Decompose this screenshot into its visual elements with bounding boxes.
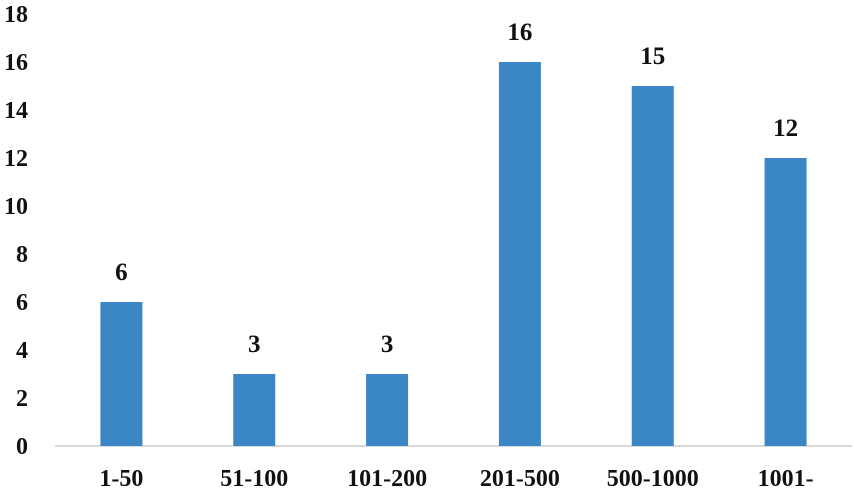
bars [100, 62, 807, 446]
y-tick-label: 18 [4, 2, 28, 28]
bar-data-label: 16 [507, 19, 532, 46]
y-tick-label: 16 [4, 50, 28, 76]
data-labels: 6 3 3 16 15 12 [115, 19, 798, 358]
y-tick-label: 0 [16, 434, 28, 460]
y-tick-label: 12 [4, 146, 28, 172]
x-category-label: 101-200 [347, 466, 427, 492]
y-tick-label: 8 [16, 242, 28, 268]
bar [631, 86, 674, 446]
x-category-label: 500-1000 [607, 466, 699, 492]
bar-data-label: 3 [381, 331, 394, 358]
x-category-label: 201-500 [480, 466, 560, 492]
bar [100, 302, 143, 446]
x-axis-category-labels: 1-50 51-100 101-200 201-500 500-1000 1001- [99, 466, 813, 492]
x-category-label: 51-100 [220, 466, 288, 492]
bar [764, 158, 807, 446]
y-tick-label: 4 [16, 338, 28, 364]
x-category-label: 1-50 [99, 466, 143, 492]
bar [233, 374, 276, 446]
bar-data-label: 12 [773, 115, 798, 142]
y-tick-label: 2 [16, 386, 28, 412]
y-tick-label: 6 [16, 290, 28, 316]
bar-data-label: 15 [640, 43, 665, 70]
y-axis-ticks: 0 2 4 6 8 10 12 14 16 18 [4, 2, 28, 460]
bar [498, 62, 541, 446]
bar-data-label: 6 [115, 259, 128, 286]
y-tick-label: 10 [4, 194, 28, 220]
bar-data-label: 3 [248, 331, 261, 358]
bar [366, 374, 409, 446]
x-category-label: 1001- [758, 466, 814, 492]
y-tick-label: 14 [4, 98, 28, 124]
